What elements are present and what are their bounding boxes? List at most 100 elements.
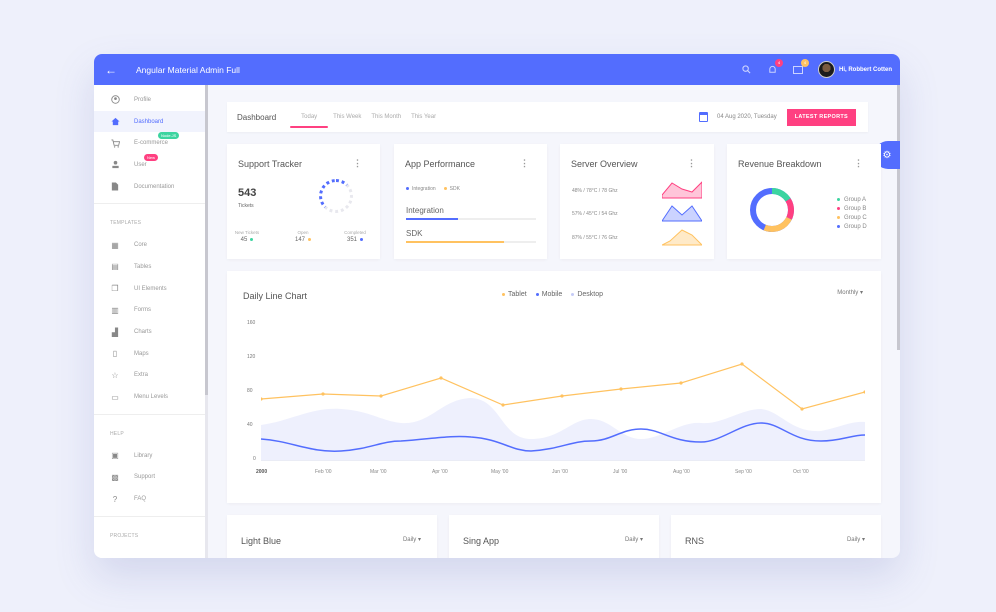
- daily-line-chart-card: Daily Line Chart Tablet Mobile Desktop M…: [227, 271, 881, 503]
- tab-this-year[interactable]: This Year: [411, 114, 437, 120]
- card-title: Revenue Breakdown: [738, 159, 822, 169]
- light-blue-card: Light Blue Daily ▾: [227, 515, 437, 558]
- server-stat-row: 48% / 78°C / 78 Ghz: [572, 188, 618, 194]
- line-chart-plot: [261, 362, 865, 461]
- more-vert-icon[interactable]: ⋮: [854, 158, 863, 168]
- sdk-progress: SDK: [406, 229, 536, 243]
- tab-this-month[interactable]: This Month: [371, 114, 402, 120]
- y-tick: 0: [253, 456, 256, 462]
- app-performance-card: App Performance ⋮ Integration SDK Integr…: [394, 144, 547, 259]
- x-tick: Apr '00: [432, 469, 448, 475]
- app-window: ← Angular Material Admin Full 4 4 Hi, Ro…: [94, 54, 900, 558]
- form-icon: ▥: [111, 305, 119, 315]
- server-stat-row: 87% / 55°C / 76 Ghz: [572, 235, 618, 241]
- more-vert-icon[interactable]: ⋮: [353, 158, 362, 168]
- period-select[interactable]: Monthly ▾: [837, 290, 863, 296]
- arrow-left-icon[interactable]: ←: [105, 62, 117, 77]
- folder-icon: ▭: [111, 392, 119, 402]
- sidebar-item-ui-elements[interactable]: ❐ UI Elements: [111, 284, 167, 294]
- calendar-icon: [698, 112, 708, 122]
- ticket-count: 543: [238, 187, 257, 199]
- sidebar-item-support[interactable]: ▩ Support: [111, 472, 156, 482]
- avatar: [818, 61, 835, 78]
- chart-icon: ▟: [111, 327, 119, 337]
- x-tick: Jul '00: [613, 469, 628, 475]
- sidebar-item-ecommerce[interactable]: E-commerce Node.JS: [94, 132, 205, 154]
- section-templates: TEMPLATES: [110, 220, 142, 227]
- date-display: 04 Aug 2020, Tuesday: [698, 112, 777, 122]
- sidebar-item-menu-levels[interactable]: ▭ Menu Levels: [111, 392, 169, 402]
- card-title: Light Blue: [241, 536, 282, 546]
- period-select[interactable]: Daily ▾: [402, 537, 421, 543]
- y-tick: 120: [247, 354, 256, 360]
- divider: [94, 203, 205, 205]
- sidebar-item-profile[interactable]: Profile: [94, 89, 205, 111]
- rns-card: RNS Daily ▾: [671, 515, 881, 558]
- home-icon: [110, 117, 120, 127]
- sparkline-cpu: [662, 181, 702, 199]
- x-tick: Sep '00: [735, 469, 752, 475]
- library-icon: ▣: [111, 451, 119, 461]
- sidebar-item-documentation[interactable]: Documentation: [94, 176, 205, 198]
- x-tick: May '00: [491, 469, 509, 475]
- period-select[interactable]: Daily ▾: [846, 537, 865, 543]
- sidebar-item-maps[interactable]: ▯ Maps: [94, 343, 205, 365]
- card-title: Server Overview: [571, 159, 638, 169]
- more-vert-icon[interactable]: ⋮: [687, 158, 696, 168]
- y-tick: 160: [247, 320, 256, 326]
- cart-icon: [110, 138, 120, 148]
- card-title: RNS: [685, 536, 705, 546]
- tab-this-week[interactable]: This Week: [333, 114, 362, 120]
- legend-desktop[interactable]: Desktop: [571, 291, 603, 298]
- revenue-donut-chart: [750, 188, 794, 232]
- sidebar-item-dashboard[interactable]: Dashboard: [94, 110, 205, 133]
- sidebar-scrollbar[interactable]: [205, 85, 208, 395]
- card-title: App Performance: [405, 159, 476, 169]
- latest-reports-button[interactable]: LATEST REPORTS: [786, 108, 856, 126]
- document-icon: [110, 182, 120, 192]
- stat-new-tickets: New Tickets 45: [234, 230, 260, 243]
- legend-mobile[interactable]: Mobile: [535, 291, 562, 298]
- tab-today[interactable]: Today: [290, 102, 329, 132]
- integration-progress: Integration: [406, 206, 536, 220]
- ticket-label: Tickets: [238, 203, 254, 209]
- sidebar-item-core[interactable]: ▦ Core: [111, 240, 148, 250]
- sidebar-item-forms[interactable]: ▥ Forms: [111, 305, 151, 315]
- sparkline-temp: [662, 205, 702, 222]
- sidebar-item-user[interactable]: User New: [94, 154, 205, 176]
- y-tick: 40: [247, 422, 253, 428]
- table-icon: ▤: [111, 262, 119, 272]
- revenue-breakdown-card: Revenue Breakdown ⋮ Group A Group B Grou…: [727, 144, 881, 259]
- x-tick: 2000: [256, 469, 268, 475]
- sidebar-item-extra[interactable]: ☆ Extra: [111, 370, 149, 380]
- main-content: Dashboard Today This Week This Month Thi…: [208, 85, 900, 558]
- bell-icon[interactable]: 4: [766, 58, 783, 76]
- legend-tablet[interactable]: Tablet: [502, 291, 527, 298]
- sidebar-item-faq[interactable]: ? FAQ: [94, 488, 205, 510]
- main-scrollbar[interactable]: [897, 85, 900, 350]
- search-icon[interactable]: [740, 64, 752, 76]
- more-vert-icon[interactable]: ⋮: [520, 158, 529, 168]
- user-menu[interactable]: Hi, Robbert Cotten: [818, 61, 892, 78]
- section-help: HELP: [110, 430, 124, 437]
- mail-icon[interactable]: 4: [792, 58, 809, 76]
- card-title: Support Tracker: [238, 159, 303, 169]
- gear-icon: ⚙: [882, 149, 892, 161]
- new-pill: New: [144, 154, 159, 162]
- help-icon: ?: [112, 494, 118, 504]
- sidebar-item-charts[interactable]: ▟ Charts: [111, 327, 152, 337]
- x-tick: Mar '00: [370, 469, 387, 475]
- revenue-legend: Group A Group B Group C Group D: [837, 196, 867, 232]
- period-select[interactable]: Daily ▾: [624, 537, 643, 543]
- sidebar-item-tables[interactable]: ▤ Tables: [111, 262, 152, 272]
- server-stat-row: 57% / 45°C / 54 Ghz: [572, 211, 618, 217]
- account-circle-icon: [110, 95, 120, 105]
- sidebar-item-library[interactable]: ▣ Library: [111, 451, 153, 461]
- section-projects: PROJECTS: [110, 533, 139, 539]
- app-title: Angular Material Admin Full: [136, 64, 240, 75]
- stat-completed: Completed 351: [344, 230, 366, 243]
- sing-app-card: Sing App Daily ▾: [449, 515, 659, 558]
- x-tick: Oct '00: [793, 469, 809, 475]
- card-title: Sing App: [463, 536, 500, 546]
- person-icon: [110, 160, 120, 170]
